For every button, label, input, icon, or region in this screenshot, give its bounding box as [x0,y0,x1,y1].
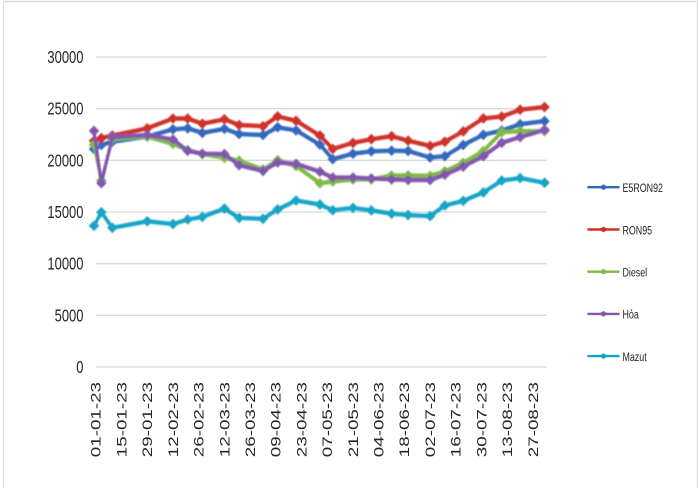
svg-text:Diesel: Diesel [622,266,647,280]
svg-text:13-08-23: 13-08-23 [500,382,515,457]
svg-text:02-07-23: 02-07-23 [423,382,438,457]
svg-text:09-04-23: 09-04-23 [269,382,284,457]
svg-text:16-07-23: 16-07-23 [449,382,464,457]
svg-text:25000: 25000 [47,100,83,119]
svg-text:01-01-23: 01-01-23 [89,382,104,457]
svg-text:18-06-23: 18-06-23 [398,382,413,457]
svg-text:15-01-23: 15-01-23 [115,382,130,457]
svg-text:26-03-23: 26-03-23 [243,382,258,457]
svg-text:5000: 5000 [55,306,84,325]
svg-text:27-08-23: 27-08-23 [526,382,541,457]
svg-text:30-07-23: 30-07-23 [475,382,490,457]
svg-text:20000: 20000 [47,151,83,170]
svg-text:21-05-23: 21-05-23 [346,382,361,457]
svg-text:04-06-23: 04-06-23 [372,382,387,457]
svg-text:15000: 15000 [47,203,83,222]
svg-text:12-02-23: 12-02-23 [166,382,181,457]
svg-text:10000: 10000 [47,255,83,274]
svg-text:29-01-23: 29-01-23 [140,382,155,457]
svg-text:RON95: RON95 [622,224,652,238]
svg-text:E5RON92: E5RON92 [622,182,663,196]
svg-text:07-05-23: 07-05-23 [320,382,335,457]
svg-text:26-02-23: 26-02-23 [192,382,207,457]
svg-text:23-04-23: 23-04-23 [295,382,310,457]
svg-text:12-03-23: 12-03-23 [218,382,233,457]
svg-text:30000: 30000 [47,48,83,67]
svg-text:Mazut: Mazut [622,351,646,365]
svg-text:0: 0 [76,358,83,377]
svg-text:Hỏa: Hỏa [622,308,638,322]
